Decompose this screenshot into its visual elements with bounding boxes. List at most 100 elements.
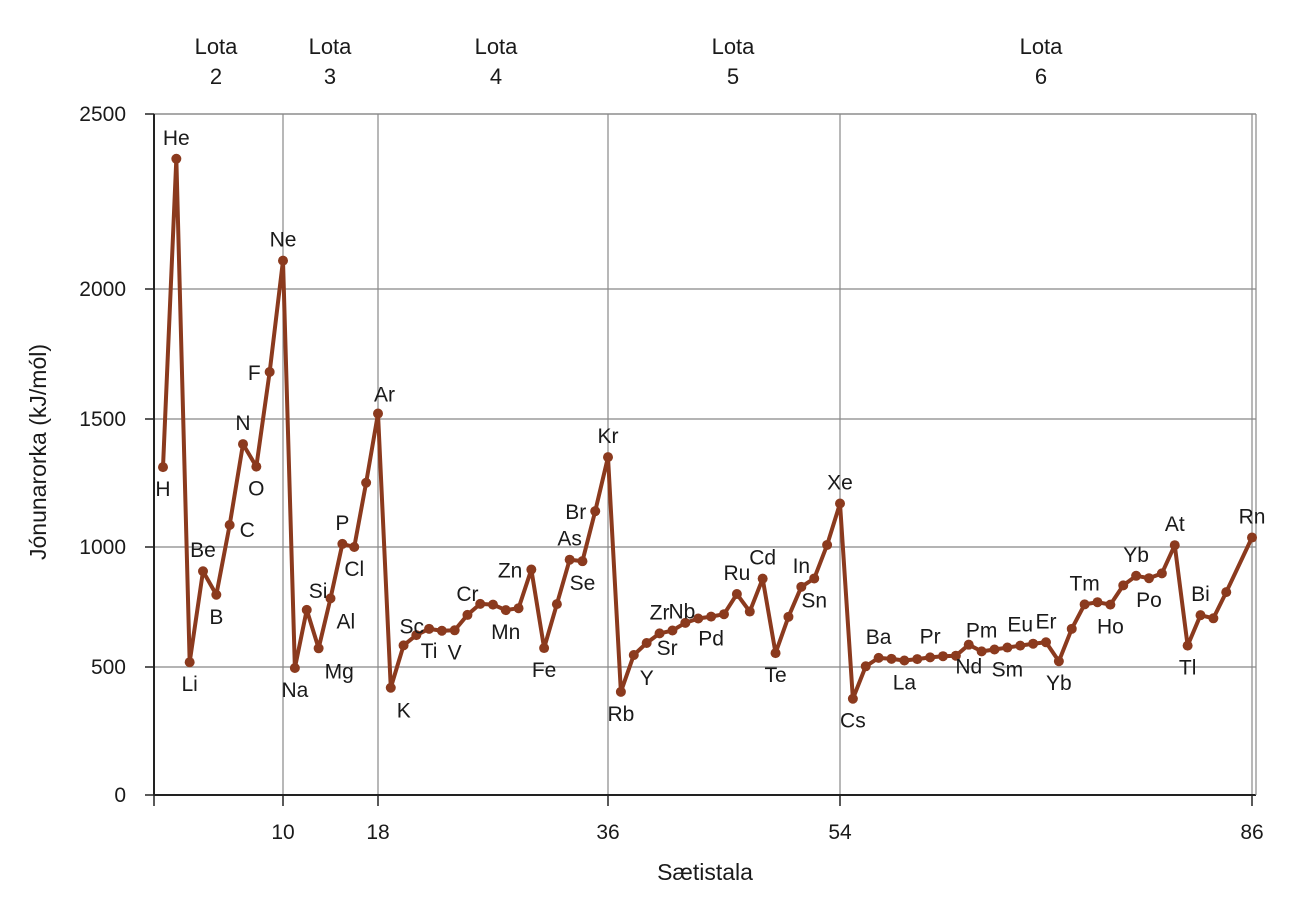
y-tick-label: 0	[114, 784, 126, 807]
data-point	[289, 663, 300, 674]
data-point	[731, 589, 742, 600]
element-label: Mg	[325, 660, 354, 683]
data-point	[158, 462, 168, 473]
element-label: Xe	[827, 471, 853, 494]
data-point	[1092, 597, 1103, 608]
period-label: Lota	[309, 34, 353, 59]
data-point	[385, 682, 396, 693]
y-axis-ticks: 0 500 1000 1500 2000 2500	[79, 103, 154, 807]
element-label: K	[397, 700, 411, 723]
element-label: Pr	[920, 625, 941, 648]
element-label: La	[893, 672, 917, 695]
element-label: Be	[190, 539, 216, 562]
element-label: Sm	[992, 659, 1024, 682]
data-point	[1195, 610, 1206, 621]
data-point	[526, 564, 537, 575]
element-label: Ru	[723, 562, 750, 585]
element-label: As	[557, 528, 582, 551]
element-label: In	[793, 555, 811, 578]
element-label: Ar	[374, 384, 395, 407]
data-point	[796, 581, 807, 592]
data-point	[989, 644, 1000, 655]
element-label: Eu	[1007, 614, 1033, 637]
y-tick-label: 2000	[79, 278, 126, 301]
data-point	[938, 651, 948, 662]
data-point	[590, 506, 601, 517]
data-point	[654, 628, 665, 639]
data-point	[1247, 532, 1257, 543]
element-label: Yb	[1046, 672, 1072, 695]
element-label: P	[335, 512, 349, 535]
element-label: Fe	[532, 659, 557, 682]
period-number: 3	[324, 64, 336, 89]
y-tick-label: 1000	[79, 536, 126, 559]
element-label: Na	[281, 679, 308, 702]
data-point	[847, 693, 858, 704]
period-label: Lota	[712, 34, 756, 59]
data-point	[500, 605, 511, 616]
data-point	[1169, 540, 1180, 551]
element-label: Sr	[657, 637, 678, 660]
data-point	[912, 654, 923, 665]
y-tick-label: 500	[91, 656, 126, 679]
data-point	[337, 538, 348, 549]
data-point	[860, 661, 871, 672]
element-label: Ti	[421, 640, 438, 663]
data-point	[1208, 613, 1219, 624]
x-tick-label: 18	[366, 821, 389, 844]
element-label: O	[248, 478, 264, 501]
element-label: He	[163, 127, 190, 150]
element-label: Nd	[955, 656, 982, 679]
data-point	[1131, 570, 1142, 581]
data-point	[564, 554, 575, 565]
element-label: Er	[1036, 610, 1057, 633]
data-point	[211, 589, 222, 600]
data-point	[424, 623, 435, 634]
y-axis-title: Jónunarorka (kJ/mól)	[25, 344, 51, 560]
data-point	[361, 477, 372, 488]
data-point	[1118, 580, 1129, 591]
data-point	[628, 650, 639, 660]
data-point	[886, 653, 897, 664]
data-point	[809, 573, 820, 584]
data-point	[184, 657, 195, 668]
period-number: 4	[490, 64, 502, 89]
element-label: Cl	[344, 558, 364, 581]
data-point	[171, 153, 182, 164]
data-point	[251, 461, 262, 472]
element-label: C	[240, 519, 255, 542]
x-tick-label: 10	[271, 821, 294, 844]
element-label: Si	[309, 580, 328, 603]
element-label: Cs	[840, 710, 866, 733]
element-label: F	[248, 362, 261, 385]
data-point	[449, 625, 460, 636]
ionization-series	[158, 153, 1257, 704]
data-point	[1002, 642, 1013, 653]
x-tick-label: 36	[596, 821, 619, 844]
data-point	[224, 519, 235, 530]
data-point	[835, 498, 845, 509]
data-point	[475, 598, 486, 609]
data-point	[770, 648, 781, 659]
data-point	[744, 606, 755, 617]
element-label: Rn	[1239, 506, 1266, 529]
period-number: 5	[727, 64, 739, 89]
element-label: Pd	[698, 628, 724, 651]
data-point	[1182, 640, 1193, 651]
period-label: Lota	[1020, 34, 1064, 59]
data-point	[615, 686, 626, 697]
element-label: Cd	[749, 547, 776, 570]
data-point	[667, 625, 678, 636]
element-label: V	[448, 641, 462, 664]
element-label: Ba	[866, 626, 892, 649]
data-point	[436, 625, 447, 636]
data-point	[513, 603, 524, 614]
data-point	[462, 609, 473, 620]
element-label: Al	[337, 610, 356, 633]
data-point	[1156, 568, 1167, 579]
period-label: Lota	[475, 34, 519, 59]
data-point	[373, 408, 383, 419]
data-point	[873, 652, 884, 663]
data-point	[488, 599, 498, 610]
element-label: Pm	[966, 619, 998, 642]
